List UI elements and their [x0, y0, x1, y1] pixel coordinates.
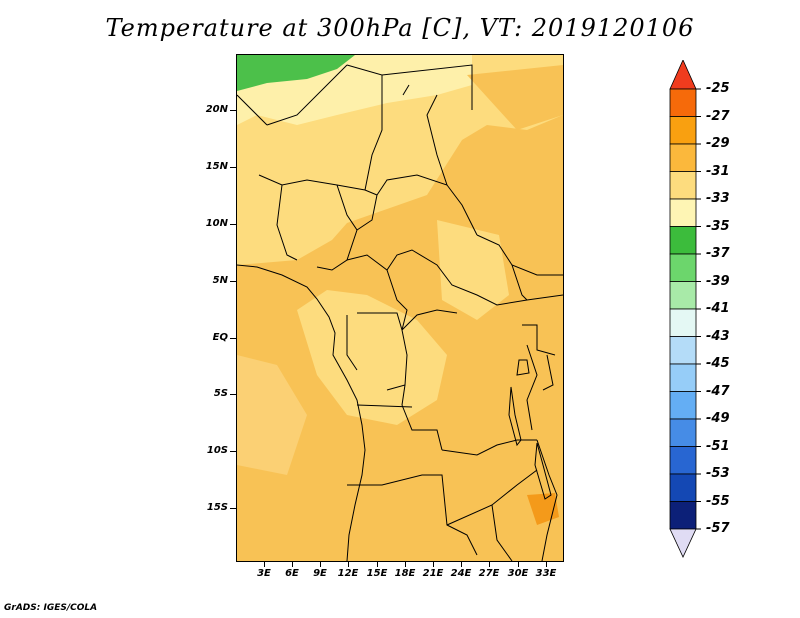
colorbar-segment — [669, 418, 697, 447]
lon-label: 24E — [450, 568, 472, 579]
colorbar-label: -41 — [706, 301, 730, 316]
lat-tick — [230, 451, 236, 452]
lat-tick — [230, 508, 236, 509]
colorbar-segment — [669, 336, 697, 365]
lon-tick — [518, 562, 519, 567]
colorbar — [669, 60, 701, 558]
colorbar-segment — [669, 116, 697, 145]
colorbar-label: -35 — [706, 219, 730, 234]
colorbar-label: -51 — [706, 439, 730, 454]
colorbar-label: -31 — [706, 164, 730, 179]
lat-label: 10S — [206, 445, 228, 456]
lon-tick — [264, 562, 265, 567]
lon-label: 21E — [422, 568, 444, 579]
field-33-center — [437, 220, 509, 320]
colorbar-segment — [669, 60, 697, 90]
country-borders — [237, 64, 563, 561]
colorbar-segment — [669, 198, 697, 227]
lat-tick — [230, 167, 236, 168]
lon-label: 30E — [507, 568, 529, 579]
colorbar-label: -39 — [706, 274, 730, 289]
lat-label: 15S — [206, 502, 228, 513]
colorbar-segment — [669, 88, 697, 117]
lon-tick — [489, 562, 490, 567]
lat-tick — [230, 110, 236, 111]
west-coastline — [237, 264, 366, 561]
lon-tick — [320, 562, 321, 567]
lon-label: 9E — [313, 568, 327, 579]
colorbar-segment — [669, 473, 697, 502]
colorbar-label: -47 — [706, 384, 730, 399]
lat-tick — [230, 224, 236, 225]
colorbar-label: -29 — [706, 136, 730, 151]
lon-tick — [405, 562, 406, 567]
lon-tick — [348, 562, 349, 567]
colorbar-label: -45 — [706, 356, 730, 371]
colorbar-label: -55 — [706, 494, 730, 509]
field-31-ne — [467, 65, 563, 130]
colorbar-segment — [669, 391, 697, 420]
lakes — [402, 84, 552, 500]
colorbar-segment — [669, 143, 697, 172]
colorbar-segment — [669, 446, 697, 475]
colorbar-segment — [669, 501, 697, 530]
colorbar-label: -53 — [706, 466, 730, 481]
lon-label: 3E — [257, 568, 271, 579]
colorbar-label: -27 — [706, 109, 730, 124]
colorbar-label: -37 — [706, 246, 730, 261]
lon-label: 6E — [285, 568, 299, 579]
lon-label: 27E — [478, 568, 500, 579]
lon-label: 18E — [394, 568, 416, 579]
colorbar-label: -49 — [706, 411, 730, 426]
lon-tick — [292, 562, 293, 567]
colorbar-segment — [669, 281, 697, 310]
colorbar-label: -57 — [706, 521, 730, 536]
lat-label: 15N — [205, 161, 228, 172]
grads-credit: GrADS: IGES/COLA — [4, 603, 98, 613]
field-33-congo — [297, 290, 447, 425]
colorbar-segment — [669, 171, 697, 200]
lat-label: 10N — [205, 218, 228, 229]
lon-label: 33E — [535, 568, 557, 579]
lat-label: EQ — [212, 332, 228, 343]
colorbar-segment — [669, 528, 697, 558]
colorbar-segment — [669, 363, 697, 392]
colorbar-label: -33 — [706, 191, 730, 206]
colorbar-segment — [669, 226, 697, 255]
colorbar-label: -25 — [706, 81, 730, 96]
field-33-west — [237, 355, 307, 475]
lat-tick — [230, 338, 236, 339]
colorbar-segment — [669, 308, 697, 337]
field-37 — [237, 55, 355, 91]
lon-tick — [546, 562, 547, 567]
temperature-map — [236, 54, 564, 562]
map-canvas — [237, 55, 563, 561]
lon-label: 15E — [366, 568, 388, 579]
lat-tick — [230, 281, 236, 282]
lon-tick — [377, 562, 378, 567]
colorbar-label: -43 — [706, 329, 730, 344]
lat-tick — [230, 394, 236, 395]
lon-tick — [433, 562, 434, 567]
chart-title: Temperature at 300hPa [C], VT: 201912010… — [105, 14, 695, 42]
lon-tick — [461, 562, 462, 567]
lon-label: 12E — [337, 568, 359, 579]
lat-label: 5S — [213, 388, 228, 399]
lat-label: 20N — [205, 104, 228, 115]
lat-label: 5N — [212, 275, 228, 286]
colorbar-segment — [669, 253, 697, 282]
